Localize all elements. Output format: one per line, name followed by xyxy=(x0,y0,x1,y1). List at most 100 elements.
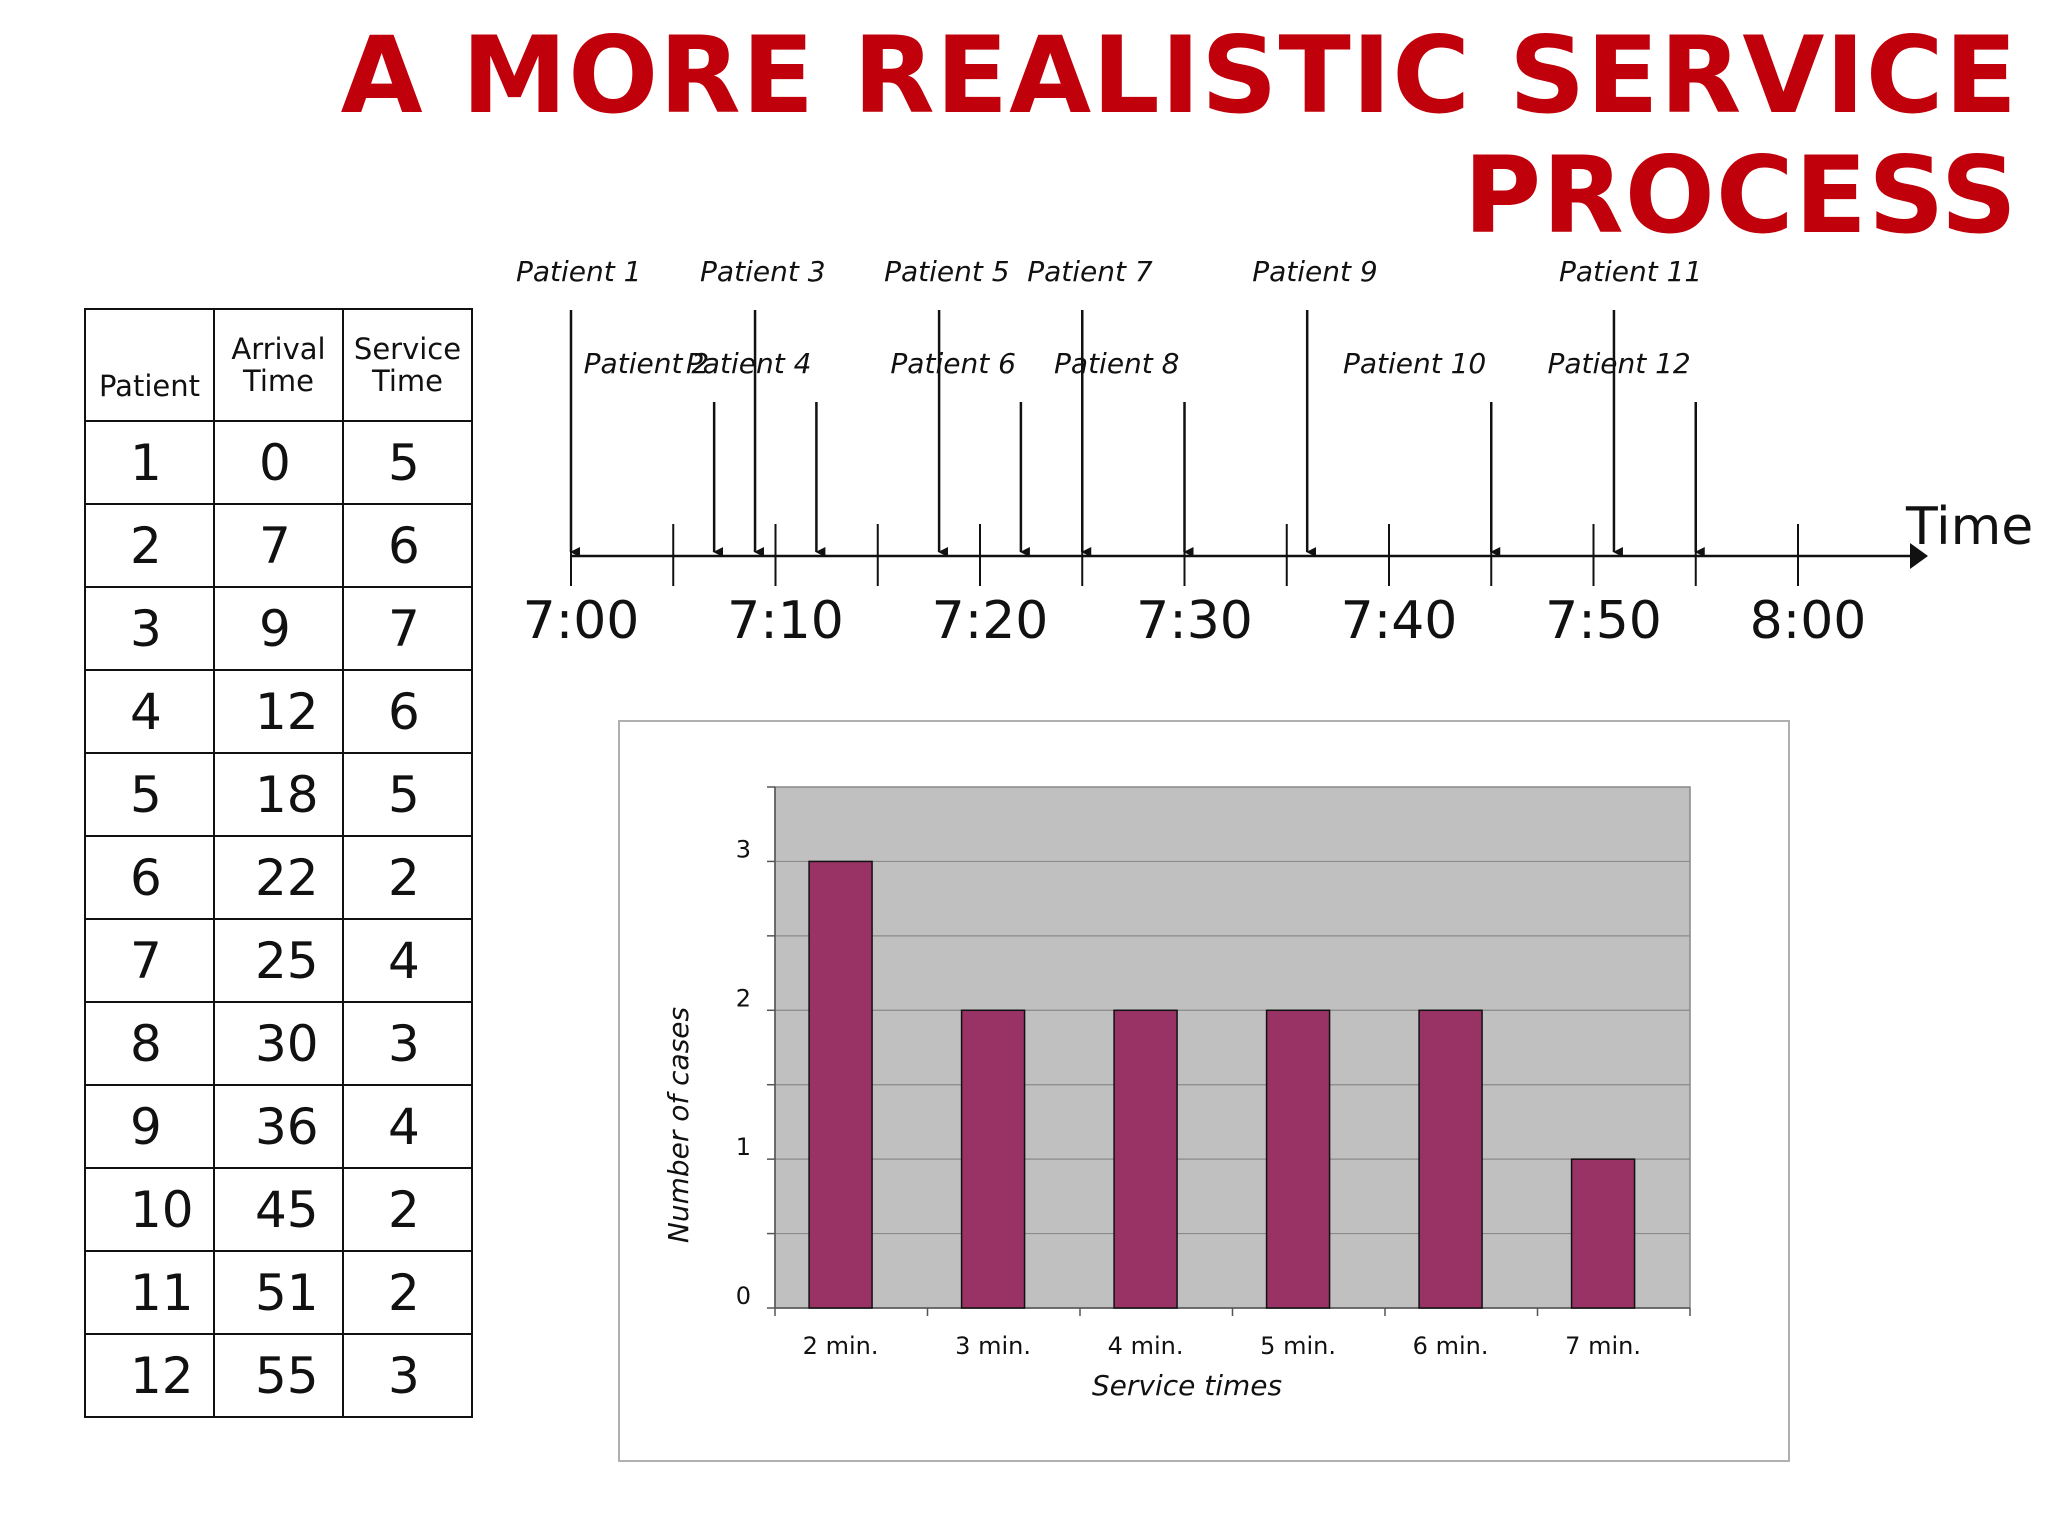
arrival-label: Patient 11 xyxy=(1559,255,1702,288)
service-time-cell: 4 xyxy=(342,1084,473,1169)
timeline-arrowhead xyxy=(1910,543,1928,569)
service-time-cell: 5 xyxy=(342,420,473,505)
service-time-cell: 5 xyxy=(342,752,473,837)
header-service-time: Service Time xyxy=(342,308,473,422)
service-time-cell: 7 xyxy=(342,586,473,671)
patient-cell: 10 xyxy=(84,1167,215,1252)
service-time-histogram: 0 1 2 3 2 min. 3 min. 4 min. 5 min. 6 min. 7 min.… xyxy=(618,720,1790,1462)
service-time-cell: 6 xyxy=(342,503,473,588)
timeline-tick-label: 7:30 xyxy=(1136,591,1253,651)
patient-cell: 1 xyxy=(84,420,215,505)
patient-cell: 2 xyxy=(84,503,215,588)
patient-cell: 4 xyxy=(84,669,215,754)
service-time-cell: 3 xyxy=(342,1001,473,1086)
arrival-time-cell: 9 xyxy=(213,586,344,671)
x-tick-label: 5 min. xyxy=(1260,1332,1336,1360)
arrival-time-cell: 55 xyxy=(213,1333,344,1418)
x-tick-label: 2 min. xyxy=(803,1332,879,1360)
arrival-label: Patient 12 xyxy=(1547,347,1690,380)
y-tick-label: 2 xyxy=(736,984,751,1012)
y-axis-title: Number of cases xyxy=(662,1007,695,1243)
service-time-cell: 3 xyxy=(342,1333,473,1418)
table-row: 5 18 5 xyxy=(84,752,473,837)
timeline-tick-label: 8:00 xyxy=(1750,591,1867,651)
arrival-label: Patient 6 xyxy=(890,347,1015,380)
service-time-cell: 2 xyxy=(342,835,473,920)
table-row: 7 25 4 xyxy=(84,918,473,1003)
arrival-label: Patient 9 xyxy=(1252,255,1377,288)
timeline-tick-label: 7:20 xyxy=(932,591,1049,651)
arrival-label: Patient 5 xyxy=(884,255,1009,288)
bar xyxy=(1570,1158,1636,1309)
table-row: 8 30 3 xyxy=(84,1001,473,1086)
patient-cell: 11 xyxy=(84,1250,215,1335)
x-tick-label: 4 min. xyxy=(1108,1332,1184,1360)
bar xyxy=(1418,1009,1483,1309)
table-row: 11 51 2 xyxy=(84,1250,473,1335)
arrival-label: Patient 4 xyxy=(686,347,811,380)
arrival-label: Patient 8 xyxy=(1054,347,1179,380)
timeline-axis-label: Time xyxy=(1905,497,2033,557)
x-axis-title: Service times xyxy=(1092,1369,1282,1402)
patient-cell: 7 xyxy=(84,918,215,1003)
service-time-cell: 6 xyxy=(342,669,473,754)
header-arrival-time: Arrival Time xyxy=(213,308,344,422)
patient-cell: 3 xyxy=(84,586,215,671)
table-row: 12 55 3 xyxy=(84,1333,473,1418)
patient-cell: 5 xyxy=(84,752,215,837)
title-line-1: A MORE REALISTIC SERVICE xyxy=(340,14,2018,137)
patient-cell: 12 xyxy=(84,1333,215,1418)
patient-cell: 6 xyxy=(84,835,215,920)
arrival-time-cell: 22 xyxy=(213,835,344,920)
bar xyxy=(1113,1009,1178,1309)
bar xyxy=(960,1009,1026,1309)
arrival-timeline: Time 7:00 7:10 7:20 7:30 7:40 7:50 8:00 Patient … xyxy=(516,255,2033,651)
table-row: 9 36 4 xyxy=(84,1084,473,1169)
timeline-tick-label: 7:50 xyxy=(1545,591,1662,651)
x-tick-label: 3 min. xyxy=(955,1332,1031,1360)
arrival-time-cell: 12 xyxy=(213,669,344,754)
patient-cell: 9 xyxy=(84,1084,215,1169)
patient-cell: 8 xyxy=(84,1001,215,1086)
timeline-tick-label: 7:10 xyxy=(727,591,844,651)
arrival-time-cell: 45 xyxy=(213,1167,344,1252)
timeline-tick-label: 7:00 xyxy=(523,591,640,651)
timeline-tick-label: 7:40 xyxy=(1341,591,1458,651)
arrival-label: Patient 1 xyxy=(516,255,641,288)
arrival-time-cell: 25 xyxy=(213,918,344,1003)
arrival-time-cell: 18 xyxy=(213,752,344,837)
slide-title: A MORE REALISTIC SERVICE PROCESS xyxy=(318,16,2018,256)
service-time-cell: 4 xyxy=(342,918,473,1003)
y-tick-label: 0 xyxy=(736,1282,751,1310)
x-tick-label: 7 min. xyxy=(1565,1332,1641,1360)
table-row: 10 45 2 xyxy=(84,1167,473,1252)
arrival-label: Patient 10 xyxy=(1343,347,1486,380)
arrival-time-cell: 36 xyxy=(213,1084,344,1169)
service-time-cell: 2 xyxy=(342,1167,473,1252)
arrival-label: Patient 2 xyxy=(584,347,709,380)
table-header-row: Patient Arrival Time Service Time xyxy=(84,308,473,422)
y-tick-label: 1 xyxy=(736,1133,751,1161)
table-body: 1 0 5 2 7 6 3 9 7 4 12 6 5 18 5 6 22 2 7 25 4 8 30 3 9 36 4 10 45 2 11… xyxy=(84,420,473,1418)
x-tick-label: 6 min. xyxy=(1413,1332,1489,1360)
title-line-2: PROCESS xyxy=(1463,134,2018,257)
table-row: 6 22 2 xyxy=(84,835,473,920)
arrival-label: Patient 7 xyxy=(1027,255,1153,288)
arrival-time-cell: 0 xyxy=(213,420,344,505)
y-tick-label: 3 xyxy=(736,835,751,863)
arrival-label: Patient 3 xyxy=(700,255,825,288)
bar xyxy=(808,860,873,1309)
plot-area xyxy=(774,786,1691,1309)
table-row: 4 12 6 xyxy=(84,669,473,754)
arrival-time-cell: 7 xyxy=(213,503,344,588)
arrival-time-cell: 30 xyxy=(213,1001,344,1086)
bar xyxy=(1265,1009,1331,1309)
header-patient: Patient xyxy=(84,308,215,422)
service-time-cell: 2 xyxy=(342,1250,473,1335)
arrival-time-cell: 51 xyxy=(213,1250,344,1335)
